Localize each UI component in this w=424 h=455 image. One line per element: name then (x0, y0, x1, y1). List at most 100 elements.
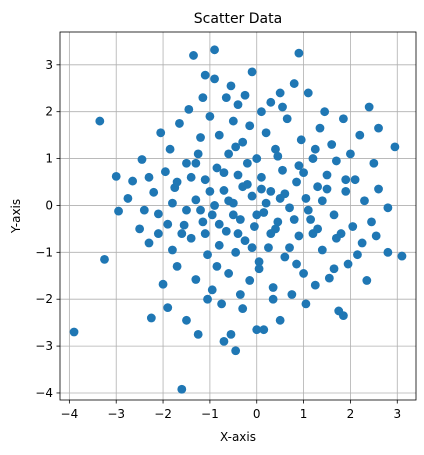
scatter-point (247, 67, 257, 77)
scatter-point (254, 264, 264, 274)
scatter-point (294, 48, 304, 58)
scatter-point (189, 51, 198, 60)
scatter-point (313, 182, 323, 192)
plot-frame (59, 31, 417, 401)
scatter-point (329, 210, 339, 220)
scatter-point (292, 177, 301, 187)
chart-title: Scatter Data (194, 11, 282, 27)
scatter-point (163, 303, 173, 313)
scatter-point (238, 182, 248, 192)
scatter-point (193, 329, 203, 339)
scatter-point (200, 229, 210, 238)
scatter-point (390, 142, 400, 152)
scatter-point (308, 154, 318, 163)
scatter-point (299, 168, 308, 178)
scatter-point (224, 269, 234, 278)
scatter-point (210, 201, 219, 210)
scatter-point (196, 205, 205, 215)
scatter-point (327, 140, 337, 149)
scatter-point (369, 158, 379, 168)
scatter-point (182, 205, 191, 215)
scatter-point (238, 137, 248, 147)
scatter-point (338, 114, 348, 124)
scatter-point (235, 215, 245, 224)
scatter-point (320, 107, 330, 117)
y-tick-label: 0 (45, 198, 53, 212)
scatter-point (374, 184, 383, 194)
scatter-point (203, 294, 212, 304)
scatter-point (273, 217, 283, 227)
scatter-point (245, 276, 255, 285)
scatter-point (100, 254, 109, 264)
scatter-point (247, 243, 257, 253)
scatter-point (163, 219, 173, 229)
scatter-point (285, 243, 294, 253)
scatter-point (212, 163, 222, 173)
scatter-point (360, 196, 369, 206)
scatter-point (252, 325, 262, 335)
scatter-point (191, 158, 201, 168)
scatter-point (252, 210, 262, 220)
scatter-point (226, 329, 236, 339)
scatter-point (252, 154, 262, 163)
scatter-point (207, 285, 217, 295)
scatter-point (179, 220, 189, 230)
scatter-point (353, 250, 362, 260)
scatter-point (231, 346, 241, 356)
scatter-point (348, 222, 358, 231)
scatter-point (172, 177, 182, 187)
x-tick-label: 2 (347, 407, 355, 421)
scatter-point (224, 149, 234, 159)
y-tick-label: 3 (45, 58, 53, 72)
scatter-point (240, 90, 250, 100)
x-ticks: −4 −3 −2 −1 0 1 2 3 (61, 400, 401, 421)
scatter-point (139, 205, 149, 215)
scatter-point (149, 187, 159, 197)
scatter-point (310, 280, 320, 290)
scatter-point (214, 130, 224, 140)
scatter-point (242, 158, 252, 168)
scatter-point (289, 79, 299, 88)
scatter-point (172, 261, 182, 271)
scatter-point (275, 88, 285, 98)
y-tick-label: −1 (35, 245, 53, 259)
scatter-point (329, 264, 339, 274)
scatter-point (317, 245, 327, 255)
scatter-point (259, 325, 269, 335)
scatter-point (212, 261, 222, 271)
scatter-point (357, 238, 367, 248)
scatter-point (322, 170, 332, 180)
scatter-point (175, 119, 184, 128)
scatter-point (315, 123, 325, 133)
scatter-point (228, 210, 238, 220)
scatter-point (383, 203, 393, 213)
scatter-point (196, 133, 205, 142)
scatter-point (233, 100, 243, 110)
scatter-point (228, 116, 238, 126)
scatter-point (285, 203, 294, 213)
scatter-point (219, 168, 229, 178)
scatter-point (303, 88, 313, 98)
scatter-point (261, 198, 271, 208)
scatter-point (182, 315, 191, 325)
scatter-point (193, 149, 203, 159)
scatter-point (275, 194, 285, 203)
scatter-point (165, 144, 175, 154)
scatter-point (186, 172, 196, 182)
x-tick-label: −4 (61, 407, 79, 421)
scatter-points (69, 45, 407, 394)
scatter-point (200, 70, 210, 80)
y-tick-label: 1 (45, 152, 53, 166)
scatter-point (331, 156, 341, 166)
scatter-point (177, 229, 187, 238)
scatter-point (153, 209, 163, 219)
scatter-point (95, 116, 105, 126)
scatter-point (249, 222, 259, 231)
scatter-point (123, 194, 133, 203)
scatter-point (160, 167, 170, 177)
scatter-point (226, 81, 236, 91)
scatter-point (217, 299, 227, 309)
scatter-point (137, 155, 147, 164)
scatter-point (144, 172, 154, 182)
scatter-point (266, 97, 276, 107)
